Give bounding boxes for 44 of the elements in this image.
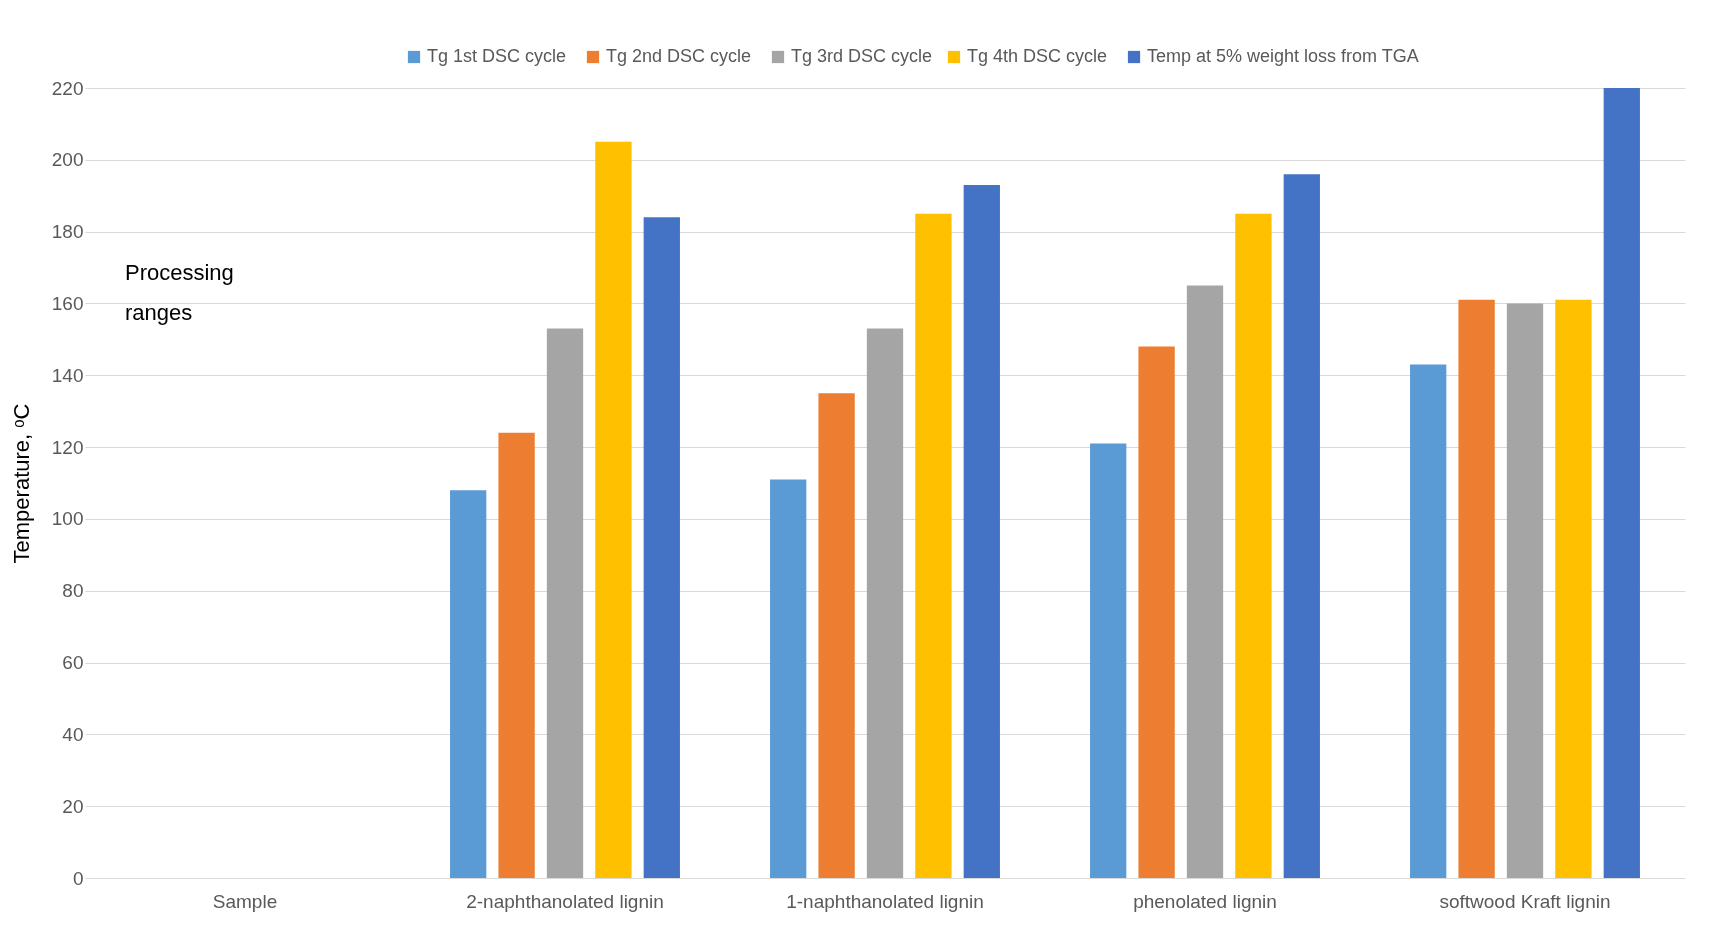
- x-tick-label: 2-naphthanolated lignin: [466, 890, 664, 912]
- legend-label: Tg 1st DSC cycle: [427, 46, 567, 66]
- y-tick-label: 120: [51, 436, 84, 458]
- y-tick-label: 60: [62, 652, 84, 674]
- y-tick-label: 160: [51, 292, 84, 314]
- y-tick-label: 140: [51, 364, 84, 386]
- legend-label: Tg 2nd DSC cycle: [606, 46, 752, 66]
- bar: [498, 432, 535, 878]
- bar: [595, 141, 632, 878]
- bar: [963, 184, 1000, 878]
- x-tick-label: softwood Kraft lignin: [1439, 890, 1611, 912]
- legend-label: Temp at 5% weight loss from TGA: [1147, 46, 1419, 66]
- bar: [1458, 299, 1495, 878]
- legend-label: Tg 3rd DSC cycle: [791, 46, 933, 66]
- bar: [1138, 346, 1175, 878]
- bar: [1090, 443, 1127, 878]
- y-tick-label: 180: [51, 221, 84, 243]
- bar: [818, 393, 855, 878]
- y-tick-label: 220: [51, 77, 84, 99]
- x-tick-label: Sample: [212, 890, 278, 912]
- bar: [1555, 299, 1592, 878]
- y-tick-label: 20: [62, 795, 84, 817]
- bar: [915, 213, 952, 878]
- y-axis-title: Temperature, ᵒC: [8, 403, 34, 564]
- bar: [546, 328, 584, 878]
- bar: [866, 328, 904, 878]
- x-tick-label: 1-naphthanolated lignin: [786, 890, 984, 912]
- y-tick-label: 0: [72, 867, 84, 889]
- bar: [1506, 303, 1544, 878]
- y-tick-label: 200: [51, 149, 84, 171]
- bar: [1283, 174, 1320, 878]
- y-tick-label: 80: [62, 580, 84, 602]
- bar: [1410, 364, 1447, 878]
- bar: [1235, 213, 1272, 878]
- bar: [1186, 285, 1224, 878]
- legend-label: Tg 4th DSC cycle: [967, 46, 1108, 66]
- y-tick-label: 100: [51, 508, 84, 530]
- bar: [450, 490, 487, 878]
- annotation: Processing ranges: [125, 260, 234, 325]
- bar: [643, 217, 680, 878]
- y-tick-label: 40: [62, 723, 84, 745]
- x-tick-label: phenolated lignin: [1133, 890, 1277, 912]
- bar: [1603, 88, 1640, 878]
- bar: [770, 479, 807, 878]
